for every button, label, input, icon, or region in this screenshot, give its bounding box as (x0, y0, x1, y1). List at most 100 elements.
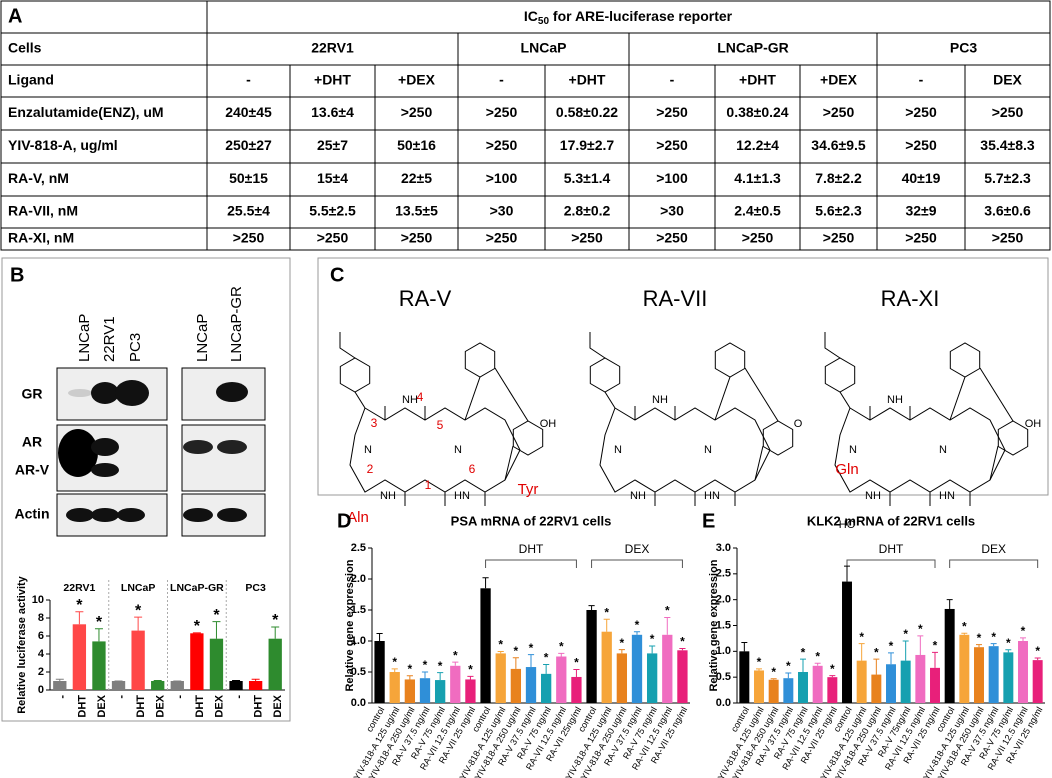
table-cell: >250 (905, 230, 937, 246)
atom-label: N (704, 444, 712, 456)
table-cell: >250 (486, 137, 518, 153)
lane-label: 22RV1 (101, 316, 118, 362)
y-tick-label: 8 (38, 612, 44, 624)
significance-star: * (468, 663, 473, 677)
group-label: DEX (981, 542, 1006, 556)
structure-annotation: 5 (437, 418, 444, 432)
group-label: DEX (625, 542, 650, 556)
panel-label: C (330, 264, 344, 286)
x-tick-label: - (115, 695, 127, 699)
significance-star: * (529, 641, 534, 655)
lane-label: LNCaP (76, 314, 93, 362)
table-cell: >250 (317, 230, 349, 246)
x-tick-label: DEX (155, 694, 167, 717)
table-cell: 7.8±2.2 (815, 170, 862, 186)
error-bar (497, 651, 504, 654)
lane-label: LNCaP (194, 314, 211, 362)
significance-star: * (213, 607, 220, 624)
error-bar (1020, 637, 1026, 641)
group-label: LNCaP (121, 582, 155, 594)
y-tick-label: 0.5 (716, 671, 731, 683)
x-tick-label: DHT (194, 695, 206, 718)
band-label: GR (22, 386, 43, 402)
atom-label: N (364, 444, 372, 456)
blot-frame (181, 424, 266, 492)
blot-band (58, 429, 98, 477)
table-cell: 12.2±4 (736, 137, 779, 153)
row-label: YIV-818-A, ug/ml (8, 137, 118, 153)
error-bar (134, 616, 143, 631)
x-tick-label: DEX (213, 694, 225, 717)
error-bar (902, 640, 909, 661)
structure-bond (714, 376, 731, 421)
significance-star: * (801, 645, 806, 659)
bar (646, 653, 658, 703)
atom-label: NH (652, 394, 668, 406)
structure-bond (839, 391, 851, 409)
structure-ring (512, 420, 544, 456)
title-sub: 50 (538, 16, 550, 27)
structure-name: RA-XI (881, 286, 940, 311)
significance-star: * (635, 618, 640, 632)
bar (1018, 641, 1028, 703)
y-axis-label: Relative gene expression (708, 559, 720, 691)
bar (495, 653, 506, 703)
structure-bond (989, 445, 999, 481)
table-cell: - (499, 72, 504, 88)
atom-label: N (849, 444, 857, 456)
blot-band (91, 438, 119, 456)
structure-bond (979, 367, 1014, 422)
group-bracket (949, 559, 1039, 568)
error-bar (603, 618, 610, 632)
bar (842, 581, 852, 703)
error-bar (391, 668, 398, 672)
table-cell: - (919, 72, 924, 88)
blot-band (91, 463, 119, 477)
y-tick-label: 0.0 (351, 697, 366, 709)
table-border (0, 0, 1051, 251)
table-cell: >250 (571, 230, 603, 246)
significance-star: * (903, 627, 908, 641)
bar (571, 676, 582, 703)
chart-title: PSA mRNA of 22RV1 cells (451, 513, 612, 528)
structure-name: RA-VII (643, 286, 708, 311)
table-cell: >250 (233, 230, 265, 246)
bar (739, 651, 750, 703)
bar (631, 634, 643, 703)
band-label: AR (22, 434, 42, 450)
bar (404, 679, 416, 703)
error-bar (770, 678, 777, 680)
error-bar (888, 652, 894, 665)
table-cell: 13.5±5 (395, 203, 438, 219)
panel-label: D (337, 510, 351, 532)
group-label: DHT (519, 542, 544, 556)
atom-label: NH (380, 490, 396, 502)
error-bar (421, 671, 429, 679)
structure-ring (949, 342, 981, 378)
structure-ring (464, 342, 496, 378)
bar (510, 668, 522, 703)
error-bar (94, 628, 103, 642)
bar (662, 634, 673, 703)
y-tick-label: 10 (32, 594, 44, 606)
error-bar (618, 649, 625, 654)
table-cell: 35.4±8.3 (980, 137, 1035, 153)
group-bracket (591, 559, 683, 568)
table-cell: LNCaP (521, 40, 567, 56)
group-bracket (485, 559, 577, 568)
error-bar (976, 644, 982, 648)
blot-band (68, 389, 92, 397)
significance-star: * (874, 645, 879, 659)
table-cell: 15±4 (317, 170, 348, 186)
bar (1003, 652, 1014, 703)
y-tick-label: 3.0 (716, 542, 731, 554)
table-cell: >250 (823, 230, 855, 246)
table-cell: >250 (905, 137, 937, 153)
structure-annotation: 2 (367, 462, 374, 476)
bar (1032, 660, 1043, 703)
table-cell: +DEX (820, 72, 858, 88)
row-label: Enzalutamide(ENZ), uM (8, 104, 164, 120)
y-tick-label: 4 (38, 648, 45, 660)
table-cell: 40±19 (902, 170, 941, 186)
structure-annotation: 1 (425, 478, 432, 492)
